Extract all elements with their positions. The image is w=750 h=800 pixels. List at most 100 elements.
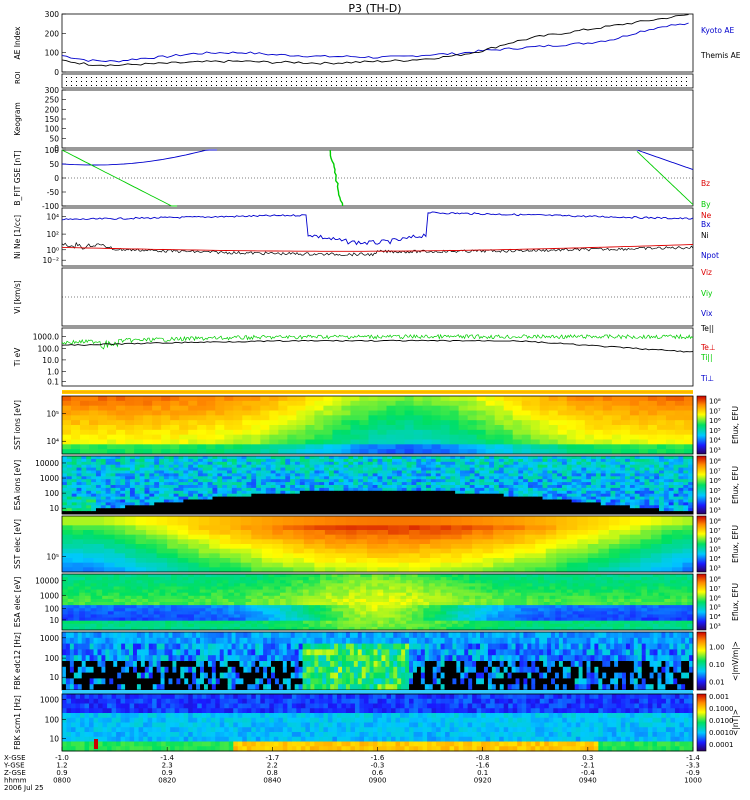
roi-dot [451,85,452,86]
esa-elec-cell [125,602,132,606]
esa-ion-cell [202,476,209,480]
esa-ion-cell [299,458,306,463]
sst-ion-cell [134,400,144,407]
esa-ion-cell [256,473,262,477]
esa-ion-cell [290,470,296,474]
esa-ion-cell [411,490,417,495]
esa-ion-cell [222,508,228,512]
esa-elec-cell [130,592,138,597]
sst-elec-cell [440,530,452,536]
esa-ion-cell [561,496,568,500]
sst-ion-cell [620,449,631,455]
sst-elec-cell [314,534,326,540]
sst-elec-cell [461,544,473,550]
sst-elec-cell [104,530,116,536]
esa-ion-cell [440,456,446,460]
esa-ion-cell [668,502,675,506]
esa-ion-cell [134,487,141,492]
sst-elec-cell [419,548,431,554]
roi-dot [276,77,277,78]
esa-ion-cell [634,470,641,474]
sst-ion-cell [458,429,469,436]
sst-elec-cell [440,520,452,526]
sst-ion-cell [359,396,369,402]
roi-dot [191,81,192,82]
sst-ion-cell [413,444,424,450]
sst-ion-cell [215,396,225,402]
esa-ion-cell [125,470,131,474]
sst-ion-cell [305,449,315,455]
roi-dot [321,81,322,82]
sst-ion-cell [98,400,108,407]
roi-panel [61,73,694,89]
sst-ion-cell [584,405,595,411]
esa-ion-cell [625,476,631,480]
esa-ion-cell [377,482,383,486]
esa-ion-cell [527,499,534,503]
esa-ion-cell [333,499,340,503]
esa-ion-cell [629,493,636,498]
sst-elec-cell [230,558,242,564]
esa-ion-cell [445,482,451,486]
esa-ion-cell [649,479,655,483]
esa-ion-cell [620,461,626,466]
sst-ion-cell [197,444,207,450]
sst-elec-cell [619,544,631,550]
esa-ion-cell [100,456,107,460]
sst-ion-cell [566,444,577,450]
esa-ion-cell [513,502,519,506]
esa-ion-cell [426,502,432,506]
esa-ion-cell [290,473,296,477]
density-npot [61,211,694,246]
esa-ion-cell [600,496,607,500]
sst-elec-cell [640,553,652,559]
roi-dot [376,85,377,86]
esa-ion-cell [275,467,281,471]
sst-ion-cell [620,405,631,411]
esa-ion-cell [591,461,597,466]
sst-elec-cell [503,539,515,545]
sst-elec-cell [671,534,683,540]
sst-elec-cell [650,562,662,568]
esa-ion-cell [464,493,471,498]
esa-ion-cell [673,487,679,492]
sst-ion-cell [386,439,397,445]
sst-elec-cell [93,548,105,554]
sst-ion-cell [377,396,388,402]
esa-ion-cell [62,485,68,489]
roi-dot [351,81,352,82]
esa-elec-cell [148,623,155,628]
esa-elec-cell [130,611,138,615]
esa-ion-cell [159,508,165,512]
esa-ion-cell [586,482,592,486]
esa-ion-cell [333,476,340,480]
roi-dot [151,81,152,82]
roi-dot [576,85,577,86]
sst-ion-cell [89,439,99,445]
esa-ion-cell [586,508,592,512]
sst-ion-cell [233,396,243,402]
roi-dot [256,77,257,78]
sst-ion-cell [674,405,685,411]
esa-ion-cell [513,467,519,471]
esa-ion-cell [644,490,650,495]
sst-ion-cell [98,396,108,402]
sst-elec-cell [83,520,95,526]
sst-elec-cell [335,539,347,545]
esa-ion-cell [659,476,665,480]
sst-ion-cell [557,405,568,411]
esa-ion-cell [396,490,403,495]
esa-ion-cell [183,502,189,506]
esa-elec-cell [148,617,155,622]
esa-ion-cell [663,499,670,503]
esa-ion-cell [314,505,320,509]
sst-elec-cell [156,567,168,573]
sst-elec-cell [345,539,357,545]
esa-ion-cell [314,493,320,498]
esa-ion-cell [561,505,568,509]
esa-ion-cell [455,485,461,489]
sst-ion-cell [584,410,595,416]
esa-ion-cell [455,490,461,495]
sst-ion-cell [134,410,144,416]
esa-elec-cell [90,592,97,597]
